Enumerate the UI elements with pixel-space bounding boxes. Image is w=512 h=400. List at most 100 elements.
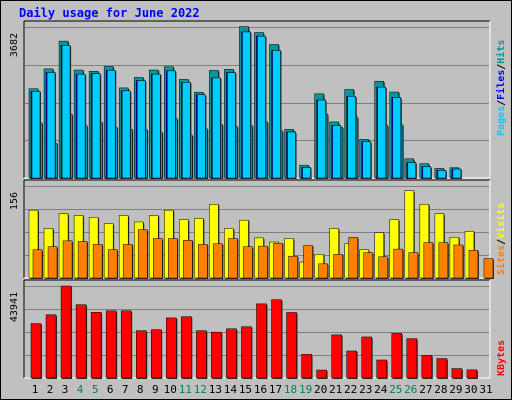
sites-bar	[198, 244, 208, 279]
pages-top-bar	[106, 70, 116, 179]
kbytes-bar	[301, 354, 312, 379]
x-tick-label: 11	[179, 383, 192, 396]
sites-bar	[288, 255, 298, 279]
legend: KBytes	[496, 340, 507, 376]
sites-bar	[77, 241, 88, 279]
sites-bar	[333, 254, 343, 279]
pages-top-bar	[257, 35, 266, 179]
sites-bar	[243, 246, 253, 279]
kbytes-bar	[346, 350, 357, 379]
sites-bar	[423, 242, 434, 279]
kbytes-bar	[75, 304, 87, 379]
pages-top-bar	[302, 167, 311, 179]
legend-entry: KBytes	[496, 340, 507, 376]
x-tick-label: 24	[374, 383, 388, 396]
x-tick-label: 7	[122, 383, 129, 396]
kbytes-bar	[286, 312, 297, 379]
kbytes-bar	[391, 333, 403, 379]
x-tick-label: 25	[389, 383, 402, 396]
kbytes-bar	[90, 312, 102, 379]
pages-top-bar	[227, 72, 236, 179]
legend: Pages/Files/Hits	[495, 40, 507, 136]
legend-entry: /	[496, 64, 507, 70]
legend-entry: Files	[495, 70, 507, 100]
kbytes-bar	[331, 334, 342, 379]
x-tick-label: 8	[137, 383, 144, 396]
kbytes-bar	[181, 316, 192, 379]
pages-top-bar	[437, 170, 447, 179]
kbytes-bar	[436, 358, 448, 379]
y-max-label: 43941	[9, 292, 20, 322]
kbytes-bar	[256, 303, 267, 379]
pages-top-bar	[407, 162, 417, 179]
x-tick-label: 15	[239, 383, 252, 396]
sites-bar	[258, 245, 268, 279]
kbytes-bar	[226, 328, 237, 379]
sites-bar	[183, 240, 193, 279]
x-tick-label: 31	[479, 383, 492, 396]
kbytes-bar	[421, 355, 433, 379]
x-tick-label: 19	[299, 383, 312, 396]
x-tick-label: 16	[254, 383, 267, 396]
sites-bar	[47, 246, 58, 279]
pages-top-bar	[422, 166, 432, 179]
sites-bar	[153, 238, 163, 279]
sites-bar	[137, 229, 148, 279]
pages-top-bar	[317, 99, 326, 179]
x-tick-label: 9	[152, 383, 159, 396]
pages-top-bar	[362, 141, 371, 179]
kbytes-bar	[406, 338, 418, 379]
legend-entry: Sites	[495, 245, 507, 275]
legend-entry: Hits	[495, 40, 507, 64]
pages-top-bar	[182, 82, 191, 179]
x-tick-label: 13	[209, 383, 222, 396]
kbytes-bar	[45, 314, 57, 379]
x-tick-label: 4	[77, 383, 84, 396]
x-tick-label: 10	[164, 383, 177, 396]
sites-bar	[393, 248, 404, 279]
kbytes-bar	[166, 317, 177, 379]
kbytes-bar	[151, 329, 162, 379]
pages-top-bar	[212, 77, 221, 179]
x-tick-label: 20	[314, 383, 327, 396]
sites-bar	[438, 242, 449, 279]
x-tick-label: 26	[404, 383, 417, 396]
sites-bar	[363, 252, 373, 279]
sites-bar	[303, 245, 313, 279]
x-tick-label: 22	[344, 383, 357, 396]
pages-top-bar	[332, 125, 341, 179]
sites-bar	[408, 252, 419, 279]
x-tick-label: 23	[359, 383, 372, 396]
x-tick-label: 3	[62, 383, 69, 396]
sites-bar	[92, 244, 103, 279]
sites-bar	[273, 242, 283, 279]
legend: Sites/Visits	[495, 203, 507, 275]
x-tick-label: 6	[107, 383, 114, 396]
x-tick-label: 28	[434, 383, 447, 396]
kbytes-bar	[271, 299, 282, 379]
sites-bar	[122, 244, 133, 279]
x-tick-label: 5	[92, 383, 99, 396]
pages-top-bar	[452, 168, 462, 179]
pages-top-bar	[287, 131, 296, 179]
pages-top-bar	[392, 97, 402, 179]
kbytes-bar	[451, 368, 463, 379]
y-max-label: 156	[9, 192, 20, 210]
sites-bar	[348, 237, 358, 279]
kbytes-bar	[135, 330, 147, 379]
x-tick-label: 12	[194, 383, 207, 396]
legend-entry: Pages	[496, 106, 507, 136]
x-tick-label: 1	[32, 383, 39, 396]
pages-top-bar	[61, 45, 71, 179]
sites-bar	[107, 249, 118, 279]
sites-bar	[62, 240, 73, 279]
kbytes-bar	[241, 326, 252, 379]
pages-top-bar	[46, 72, 56, 179]
pages-top-bar	[152, 73, 161, 179]
x-tick-label: 29	[449, 383, 462, 396]
sites-bar	[468, 250, 479, 279]
sites-bar	[378, 256, 388, 279]
legend-entry: Visits	[495, 203, 507, 239]
x-tick-label: 14	[224, 383, 238, 396]
